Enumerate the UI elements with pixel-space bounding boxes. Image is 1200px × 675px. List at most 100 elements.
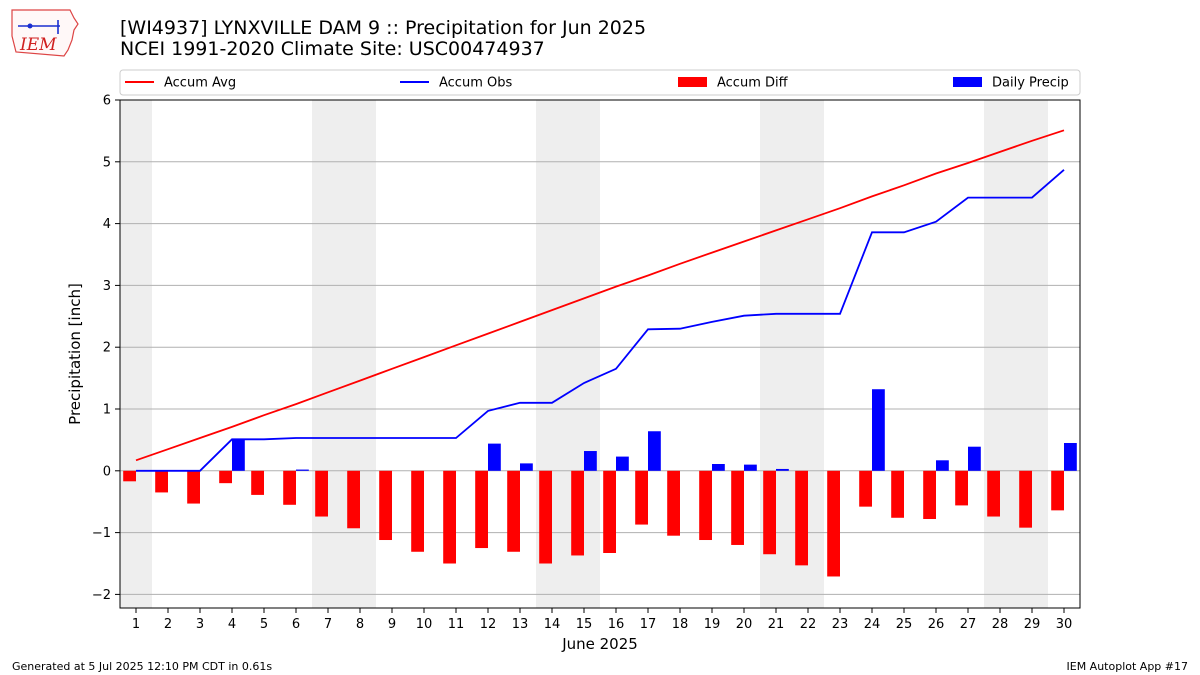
daily-precip-bar	[584, 451, 597, 471]
legend-label: Daily Precip	[992, 76, 1069, 91]
iem-logo-text: IEM	[19, 35, 57, 55]
accum-diff-bar	[1051, 470, 1064, 511]
iem-logo: IEM	[11, 9, 79, 57]
x-tick-label: 7	[324, 617, 332, 632]
weekend-shade	[120, 100, 152, 608]
daily-precip-bar	[712, 464, 725, 471]
accum-diff-bar	[827, 470, 840, 577]
iowa-state-map-icon	[11, 9, 79, 57]
x-tick-label: 12	[480, 617, 497, 632]
accum-diff-bar	[283, 470, 296, 505]
x-tick-label: 8	[356, 617, 364, 632]
x-tick-label: 5	[260, 617, 268, 632]
x-tick-label: 21	[768, 617, 785, 632]
accum-avg-line	[135, 129, 1065, 462]
legend-label: Accum Avg	[164, 76, 236, 91]
accum-diff-bar	[155, 470, 168, 493]
accum-diff-bar	[315, 470, 328, 517]
weekend-shade	[312, 100, 376, 608]
daily-precip-bar	[968, 446, 981, 471]
accum-diff-bar	[699, 470, 712, 541]
x-tick-label: 15	[576, 617, 593, 632]
daily-precip-bar	[1064, 442, 1077, 471]
accum-obs-line	[136, 169, 1065, 472]
accum-diff-bar	[539, 470, 552, 564]
accum-diff-bar	[859, 470, 872, 507]
accum-diff-bar	[187, 470, 200, 504]
app-footer: IEM Autoplot App #17	[1066, 660, 1189, 673]
x-tick-label: 9	[388, 617, 396, 632]
legend-swatch-bar	[678, 77, 707, 87]
y-axis-label: Precipitation [inch]	[66, 283, 84, 425]
legend-box	[119, 69, 1081, 96]
daily-precip-bar	[616, 456, 629, 471]
x-axis-label: June 2025	[561, 635, 638, 653]
x-tick-label: 13	[512, 617, 529, 632]
accum-diff-bar	[891, 470, 904, 518]
chart-title-block: [WI4937] LYNXVILLE DAM 9 :: Precipitatio…	[120, 18, 646, 60]
daily-precip-bar	[232, 439, 245, 471]
daily-precip-bar	[936, 460, 949, 471]
y-tick-label: 5	[103, 155, 111, 170]
accum-diff-bar	[475, 470, 488, 549]
daily-precip-bar	[648, 431, 661, 471]
accum-diff-bar	[123, 470, 136, 482]
x-tick-label: 11	[448, 617, 465, 632]
x-tick-label: 19	[704, 617, 721, 632]
x-tick-label: 17	[640, 617, 657, 632]
y-tick-label: 0	[103, 464, 111, 479]
accum-diff-bar	[923, 470, 936, 520]
accum-diff-bar	[347, 470, 360, 529]
x-tick-label: 20	[736, 617, 753, 632]
legend-label: Accum Diff	[717, 76, 789, 91]
accum-diff-bar	[603, 470, 616, 553]
x-tick-label: 16	[608, 617, 625, 632]
legend-swatch-bar	[953, 77, 982, 87]
x-tick-label: 30	[1056, 617, 1073, 632]
daily-precip-bar	[520, 463, 533, 471]
accum-diff-bar	[667, 470, 680, 536]
x-tick-label: 4	[228, 617, 236, 632]
accum-diff-bar	[507, 470, 520, 552]
y-tick-label: 4	[103, 217, 111, 232]
accum-diff-bar	[635, 470, 648, 525]
x-tick-label: 29	[1024, 617, 1041, 632]
daily-precip-bar	[296, 469, 309, 471]
daily-precip-bar	[776, 468, 789, 471]
y-tick-label: −2	[92, 588, 111, 603]
daily-precip-bar	[744, 464, 757, 471]
x-tick-label: 1	[132, 617, 140, 632]
weekend-shade	[984, 100, 1048, 608]
accum-diff-bar	[763, 470, 776, 555]
chart-subtitle: NCEI 1991-2020 Climate Site: USC00474937	[120, 38, 545, 60]
y-tick-label: 3	[103, 279, 111, 294]
x-tick-label: 2	[164, 617, 172, 632]
x-tick-label: 28	[992, 617, 1009, 632]
x-tick-label: 24	[864, 617, 881, 632]
chart-title: [WI4937] LYNXVILLE DAM 9 :: Precipitatio…	[120, 17, 647, 39]
x-tick-label: 6	[292, 617, 300, 632]
accum-diff-bar	[571, 470, 584, 556]
x-tick-label: 18	[672, 617, 689, 632]
daily-precip-bar	[872, 389, 885, 471]
accum-diff-bar	[987, 470, 1000, 517]
x-tick-label: 3	[196, 617, 204, 632]
accum-diff-bar	[731, 470, 744, 545]
x-tick-label: 27	[960, 617, 977, 632]
accum-diff-bar	[955, 470, 968, 506]
legend-label: Accum Obs	[439, 76, 512, 91]
y-tick-label: 1	[103, 403, 111, 418]
x-tick-label: 14	[544, 617, 561, 632]
accum-diff-bar	[1019, 470, 1032, 528]
accum-diff-bar	[443, 470, 456, 564]
gauge-icon	[27, 23, 33, 29]
x-tick-label: 10	[416, 617, 433, 632]
accum-diff-bar	[795, 470, 808, 566]
accum-diff-bar	[219, 470, 232, 484]
y-tick-label: 6	[103, 94, 111, 109]
generated-footer: Generated at 5 Jul 2025 12:10 PM CDT in …	[12, 660, 273, 673]
accum-diff-bar	[379, 470, 392, 541]
y-tick-label: 2	[103, 341, 111, 356]
